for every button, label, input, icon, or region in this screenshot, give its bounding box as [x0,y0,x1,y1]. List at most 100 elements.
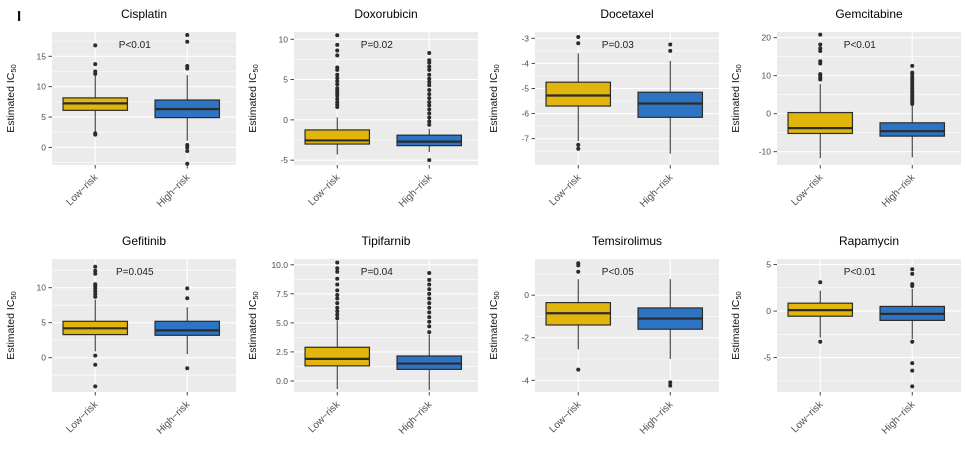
outlier-point [818,43,822,47]
x-tick-label: Low−risk [789,399,826,436]
box-high-risk [638,92,702,117]
outlier-point [668,384,672,388]
outlier-point [576,143,580,147]
y-tick-label: -4 [521,375,529,385]
y-tick-label: 2.5 [276,347,288,357]
outlier-point [818,46,822,50]
outlier-point [93,354,97,358]
outlier-point [185,162,189,166]
x-tick-label: High−risk [396,399,434,437]
outlier-point [335,293,339,297]
y-tick-label: 15 [37,51,47,61]
outlier-point [910,64,914,68]
x-tick-label: High−risk [638,399,676,437]
y-tick-label: 0 [41,142,46,152]
y-tick-label: -3 [521,33,529,43]
outlier-point [427,73,431,77]
panel-title: Gemcitabine [835,7,903,21]
outlier-point [335,313,339,317]
y-tick-label: 10 [37,283,47,293]
outlier-point [427,100,431,104]
outlier-point [427,278,431,282]
outlier-point [576,35,580,39]
panel-title: Doxorubicin [354,7,417,21]
outlier-point [427,310,431,314]
outlier-point [335,43,339,47]
outlier-point [818,280,822,284]
y-tick-label: 5 [766,260,771,270]
box-low-risk [788,113,852,134]
outlier-point [427,88,431,92]
y-tick-label: 10 [761,71,771,81]
outlier-point [93,265,97,269]
y-tick-label: -5 [280,155,288,165]
y-axis-label: Estimated IC50 [5,64,18,132]
y-tick-label: -7 [521,134,529,144]
outlier-point [427,283,431,287]
outlier-point [427,320,431,324]
x-tick-label: High−risk [879,172,917,210]
outlier-point [818,340,822,344]
p-value-label: P<0.05 [602,267,634,278]
panel-title: Temsirolimus [592,234,662,248]
x-tick-label: Low−risk [306,399,343,436]
outlier-point [93,363,97,367]
x-tick-label: Low−risk [547,172,584,209]
outlier-point [427,92,431,96]
outlier-point [93,269,97,273]
box-high-risk [155,321,219,335]
p-value-label: P=0.03 [602,40,634,51]
x-tick-label: Low−risk [306,172,343,209]
outlier-point [910,384,914,388]
y-tick-label: 5 [41,318,46,328]
y-tick-label: 5 [283,75,288,85]
outlier-point [427,51,431,55]
x-tick-label: Low−risk [64,172,101,209]
outlier-point [427,324,431,328]
outlier-point [427,287,431,291]
panel-title: Docetaxel [600,7,653,21]
outlier-point [427,292,431,296]
y-axis-label: Estimated IC50 [247,64,260,132]
outlier-point [427,271,431,275]
outlier-point [427,330,431,334]
y-tick-label: 0.0 [276,376,288,386]
y-axis-label: Estimated IC50 [488,64,501,132]
outlier-point [335,53,339,57]
outlier-point [335,301,339,305]
outlier-point [185,296,189,300]
outlier-point [185,40,189,44]
y-tick-label: 10 [37,82,47,92]
outlier-point [335,260,339,264]
outlier-point [427,77,431,81]
outlier-point [93,282,97,286]
plot-panel-background [777,259,961,392]
p-value-label: P<0.01 [843,267,875,278]
outlier-point [185,145,189,149]
box-low-risk [546,82,610,106]
x-tick-label: High−risk [638,172,676,210]
p-value-label: P=0.04 [360,267,392,278]
outlier-point [185,366,189,370]
x-tick-label: High−risk [396,172,434,210]
outlier-point [93,133,97,137]
y-tick-label: -4 [521,58,529,68]
outlier-point [668,43,672,47]
y-tick-label: -10 [758,147,771,157]
x-tick-label: High−risk [155,399,193,437]
outlier-point [93,384,97,388]
outlier-point [335,65,339,69]
plot-panel-background [777,32,961,165]
outlier-point [335,296,339,300]
outlier-point [576,270,580,274]
outlier-point [818,59,822,63]
outlier-point [427,111,431,115]
outlier-point [335,277,339,281]
